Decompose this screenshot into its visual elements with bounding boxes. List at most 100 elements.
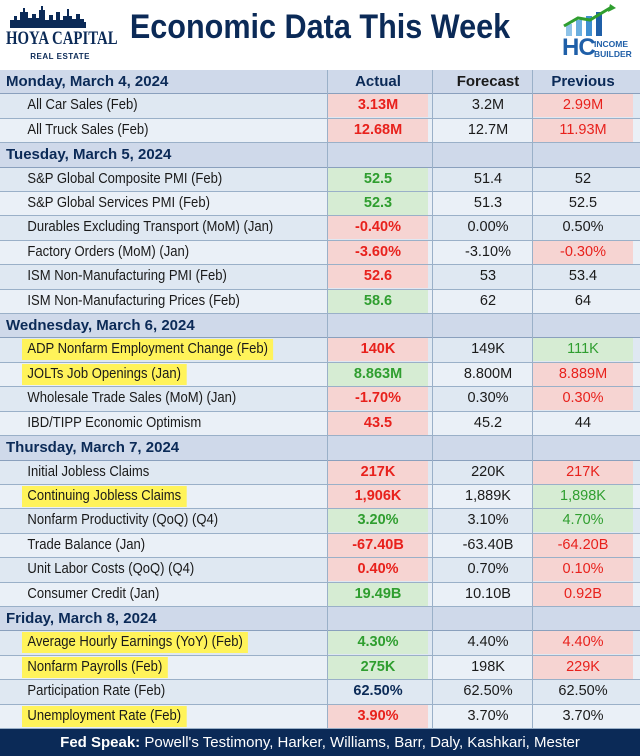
indicator-label: JOLTs Job Openings (Jan) (22, 363, 187, 385)
column-divider (532, 70, 533, 729)
forecast-value: 45.2 (473, 414, 503, 431)
table-row: Trade Balance (Jan) -67.40B -63.40B -64.20B (0, 533, 640, 559)
actual-value: 3.20% (328, 509, 428, 533)
forecast-value: 198K (471, 658, 505, 675)
table-row: Unemployment Rate (Feb) 3.90% 3.70% 3.70% (0, 704, 640, 729)
actual-value: 52.6 (328, 265, 428, 289)
table-row: Participation Rate (Feb) 62.50% 62.50% 62.5… (0, 680, 640, 705)
footer-text: Powell's Testimony, Harker, Williams, Ba… (140, 734, 580, 751)
forecast-value: 10.10B (465, 585, 511, 602)
actual-value: -1.70% (328, 387, 428, 411)
indicator-label: Durables Excluding Transport (MoM) (Jan) (27, 219, 274, 236)
forecast-value: 62 (479, 292, 497, 309)
table-row: ADP Nonfarm Employment Change (Feb) 140K 1… (0, 338, 640, 363)
indicator-label: Participation Rate (Feb) (27, 683, 166, 700)
table-row: Average Hourly Earnings (YoY) (Feb) 4.30%… (0, 631, 640, 656)
forecast-value: 0.30% (467, 390, 509, 407)
logo-left-line1: HOYA CAPITAL (6, 28, 118, 49)
table-row: Factory Orders (MoM) (Jan) -3.60% -3.10% -0… (0, 240, 640, 266)
actual-value: 1,906K (328, 484, 428, 508)
previous-value: 52.5 (568, 195, 598, 212)
logo-right-text: INCOME BUILDER (594, 39, 632, 59)
table-row: Nonfarm Payrolls (Feb) 275K 198K 229K (0, 655, 640, 681)
actual-value: 12.68M (328, 118, 428, 142)
previous-value: 4.40% (533, 631, 633, 655)
actual-value: 3.90% (328, 704, 428, 728)
table-row: Initial Jobless Claims 217K 220K 217K (0, 460, 640, 485)
previous-value: 0.50% (562, 219, 604, 236)
forecast-value: 12.7M (467, 121, 509, 138)
logo-left-line2: REAL ESTATE (30, 52, 90, 61)
forecast-value: 0.00% (467, 219, 509, 236)
forecast-value: 62.50% (463, 683, 513, 700)
table-row: ISM Non-Manufacturing Prices (Feb) 58.6 62… (0, 289, 640, 315)
previous-value: 0.92B (533, 582, 633, 606)
day-header-row: Tuesday, March 5, 2024 (0, 143, 640, 168)
forecast-value: 149K (471, 341, 505, 358)
actual-value: 275K (328, 655, 428, 679)
actual-value: 58.6 (328, 289, 428, 313)
actual-value: 4.30% (328, 631, 428, 655)
indicator-label: Consumer Credit (Jan) (27, 585, 160, 602)
logo-right-line2: BUILDER (594, 49, 632, 59)
previous-value: -64.20B (533, 533, 633, 557)
previous-value: 52 (574, 170, 592, 187)
table-row: All Truck Sales (Feb) 12.68M 12.7M 11.93M (0, 118, 640, 144)
table-row: Durables Excluding Transport (MoM) (Jan)… (0, 216, 640, 241)
actual-value: 52.3 (328, 192, 428, 216)
table-row: Nonfarm Productivity (QoQ) (Q4) 3.20% 3.10… (0, 509, 640, 534)
actual-value: 140K (328, 338, 428, 362)
previous-value: -0.30% (533, 240, 633, 264)
table-row: Unit Labor Costs (QoQ) (Q4) 0.40% 0.70% 0.1… (0, 558, 640, 583)
indicator-label: Factory Orders (MoM) (Jan) (27, 243, 190, 260)
forecast-value: 51.4 (473, 170, 503, 187)
logo-right-hc: HC (562, 34, 596, 61)
day-header-row: Thursday, March 7, 2024 (0, 436, 640, 461)
previous-value: 44 (574, 414, 592, 431)
table-row: S&P Global Composite PMI (Feb) 52.5 51.4 52 (0, 167, 640, 193)
indicator-label: ISM Non-Manufacturing Prices (Feb) (27, 292, 240, 309)
indicator-label: Unit Labor Costs (QoQ) (Q4) (27, 561, 195, 578)
day-header-row: Monday, March 4, 2024 Actual Forecast Previ… (0, 70, 640, 95)
actual-value: 8.863M (328, 362, 428, 386)
forecast-value: 51.3 (473, 195, 503, 212)
indicator-label: All Truck Sales (Feb) (27, 121, 149, 138)
indicator-label: Wholesale Trade Sales (MoM) (Jan) (27, 390, 237, 407)
indicator-label: S&P Global Composite PMI (Feb) (27, 170, 223, 187)
column-divider (432, 70, 433, 729)
indicator-label: ISM Non-Manufacturing PMI (Feb) (27, 268, 227, 285)
day-header-row: Wednesday, March 6, 2024 (0, 314, 640, 339)
actual-value: -67.40B (328, 533, 428, 557)
indicator-label: Nonfarm Productivity (QoQ) (Q4) (27, 512, 219, 529)
footer: Fed Speak: Powell's Testimony, Harker, W… (0, 729, 640, 756)
day-header-row: Friday, March 8, 2024 (0, 606, 640, 632)
previous-value: 11.93M (533, 118, 633, 142)
previous-value: 4.70% (533, 509, 633, 533)
forecast-value: 3.70% (467, 707, 509, 724)
page-title: Economic Data This Week (129, 8, 511, 46)
column-divider (327, 70, 328, 729)
indicator-label: All Car Sales (Feb) (27, 97, 138, 114)
previous-value: 111K (533, 338, 633, 362)
actual-value: 52.5 (328, 167, 428, 191)
table-row: S&P Global Services PMI (Feb) 52.3 51.3 52.… (0, 192, 640, 217)
table-row: Wholesale Trade Sales (MoM) (Jan) -1.70% 0… (0, 387, 640, 412)
column-header-previous: Previous (551, 73, 615, 90)
day-label: Friday, March 8, 2024 (6, 609, 157, 627)
forecast-value: 3.10% (467, 512, 509, 529)
indicator-label: Nonfarm Payrolls (Feb) (22, 656, 168, 678)
header: HOYA CAPITAL REAL ESTATE Economic Data T… (0, 0, 640, 70)
day-label: Tuesday, March 5, 2024 (6, 146, 172, 164)
previous-value: 229K (533, 655, 633, 679)
indicator-label: Initial Jobless Claims (27, 463, 150, 480)
column-header-forecast: Forecast (456, 73, 520, 90)
hoya-capital-logo: HOYA CAPITAL REAL ESTATE (6, 6, 118, 64)
previous-value: 0.10% (533, 558, 633, 582)
table-row: Consumer Credit (Jan) 19.49B 10.10B 0.92B (0, 582, 640, 607)
forecast-value: -63.40B (462, 536, 514, 553)
footer-label: Fed Speak: (60, 734, 141, 751)
previous-value: 1,898K (533, 484, 633, 508)
table-row: Continuing Jobless Claims 1,906K 1,889K 1,8… (0, 484, 640, 510)
forecast-value: 8.800M (463, 365, 513, 382)
logo-right-line1: INCOME (594, 39, 628, 49)
